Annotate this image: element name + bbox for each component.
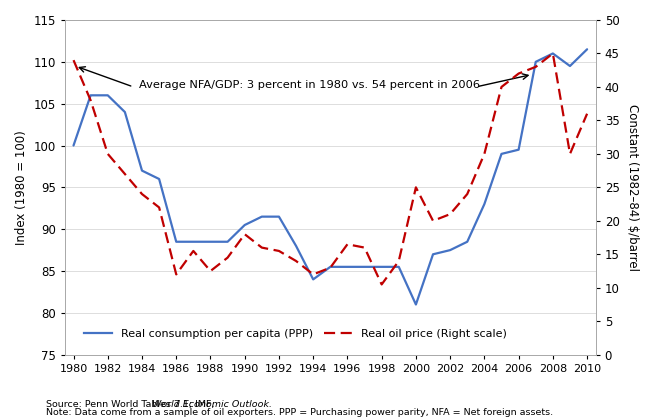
Legend: Real consumption per capita (PPP), Real oil price (Right scale): Real consumption per capita (PPP), Real …: [81, 326, 510, 342]
Text: Note: Data come from a sample of oil exporters. PPP = Purchasing power parity, N: Note: Data come from a sample of oil exp…: [46, 408, 553, 417]
Y-axis label: Constant (1982–84) $/barrel: Constant (1982–84) $/barrel: [626, 104, 639, 271]
Text: Source: Penn World Tables 7.1; IMF,: Source: Penn World Tables 7.1; IMF,: [46, 400, 217, 409]
Text: Average NFA/GDP: 3 percent in 1980 vs. 54 percent in 2006: Average NFA/GDP: 3 percent in 1980 vs. 5…: [139, 80, 479, 90]
Text: World Economic Outlook.: World Economic Outlook.: [152, 400, 271, 409]
Y-axis label: Index (1980 = 100): Index (1980 = 100): [15, 130, 28, 245]
